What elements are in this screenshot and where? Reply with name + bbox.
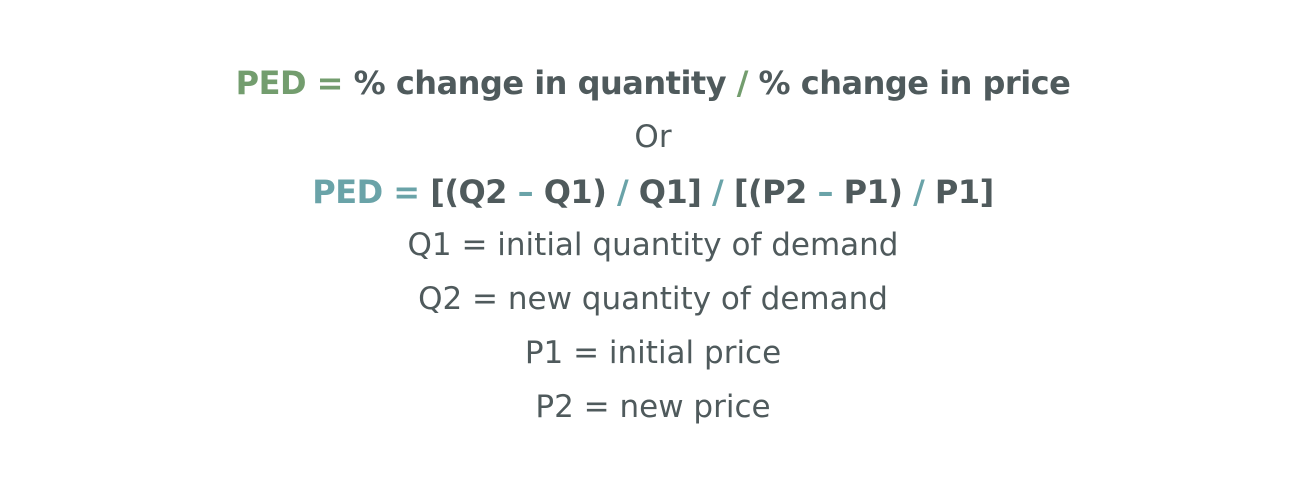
ped-formula-midpoint: PED = [(Q2 – Q1) / Q1] / [(P2 – P1) / P1… [0, 176, 1306, 208]
formula-2-part: P1) [843, 173, 903, 211]
formula-1-denominator: % change in price [758, 64, 1071, 102]
formula-1-divide-operator: / [736, 64, 749, 102]
definition-q2: Q2 = new quantity of demand [418, 281, 888, 317]
formula-2-part: [(P2 [733, 173, 807, 211]
connector-or: Or [634, 119, 672, 155]
definition-p1: P1 = initial price [524, 335, 782, 371]
formula-2-part: [(Q2 [430, 173, 507, 211]
formula-2-divide-operator: / [712, 173, 724, 211]
formula-1-label: PED = [235, 64, 344, 102]
formula-1-numerator: % change in quantity [353, 64, 727, 102]
formula-2-minus-operator: – [517, 173, 534, 211]
formula-2-part: Q1) [543, 173, 607, 211]
formula-2-label: PED = [312, 173, 420, 211]
formula-2-minus-operator: – [817, 173, 833, 211]
formula-2-divide-operator: / [616, 173, 629, 211]
formula-2-part: P1] [934, 173, 994, 211]
definition-p2: P2 = new price [535, 389, 771, 425]
ped-formula-percent: PED = % change in quantity / % change in… [0, 67, 1306, 99]
definition-q1: Q1 = initial quantity of demand [407, 227, 899, 263]
formula-2-part: Q1] [638, 173, 702, 211]
formula-2-divide-operator: / [913, 173, 925, 211]
